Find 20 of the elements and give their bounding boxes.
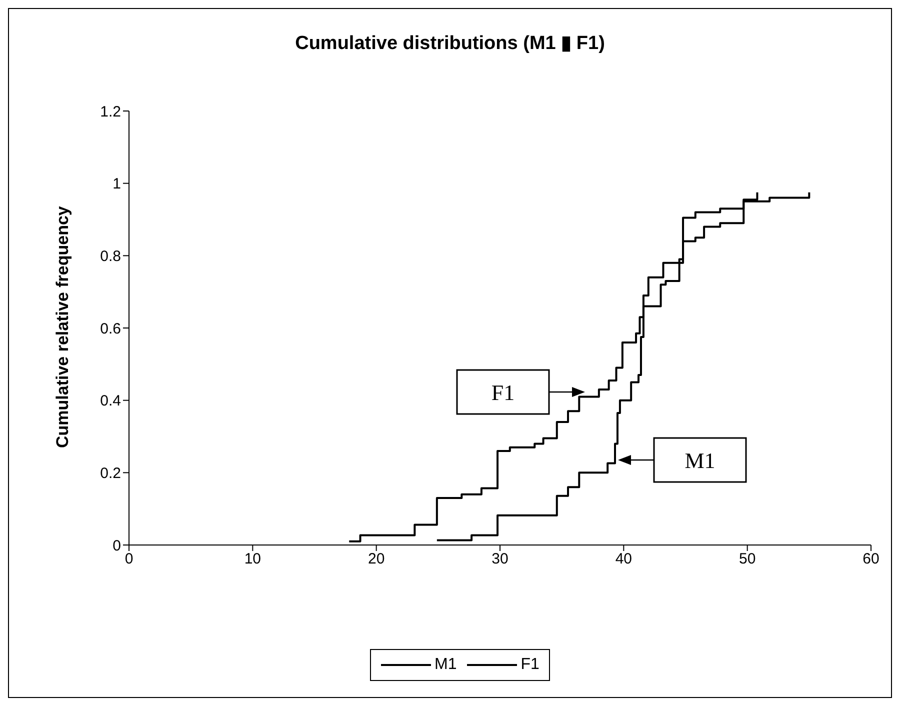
x-tick-label: 0: [124, 550, 134, 568]
chart-title: Cumulative distributions (M1 ▮ F1): [294, 32, 606, 56]
x-tick-label: 60: [862, 550, 880, 568]
x-tick-label: 40: [615, 550, 632, 568]
y-tick-label: 0: [112, 537, 121, 554]
annotation: F1: [491, 380, 515, 405]
x-tick-label: 30: [492, 550, 508, 568]
y-tick-label: 1: [112, 176, 121, 193]
y-tick-label: 0.6: [100, 320, 121, 338]
legend-label: F1: [520, 656, 540, 674]
y-tick-label: 1.2: [100, 103, 121, 120]
y-tick-label: 0.4: [100, 392, 121, 410]
legend-label: M1: [434, 656, 457, 674]
y-tick-label: 0.8: [100, 248, 121, 265]
annotation: M1: [684, 448, 716, 473]
x-tick-label: 10: [244, 550, 262, 568]
y-tick-label: 0.2: [100, 464, 121, 482]
x-tick-label: 50: [738, 550, 756, 568]
y-axis-title: Cumulative relative frequency: [53, 206, 72, 448]
x-tick-label: 20: [368, 550, 385, 568]
